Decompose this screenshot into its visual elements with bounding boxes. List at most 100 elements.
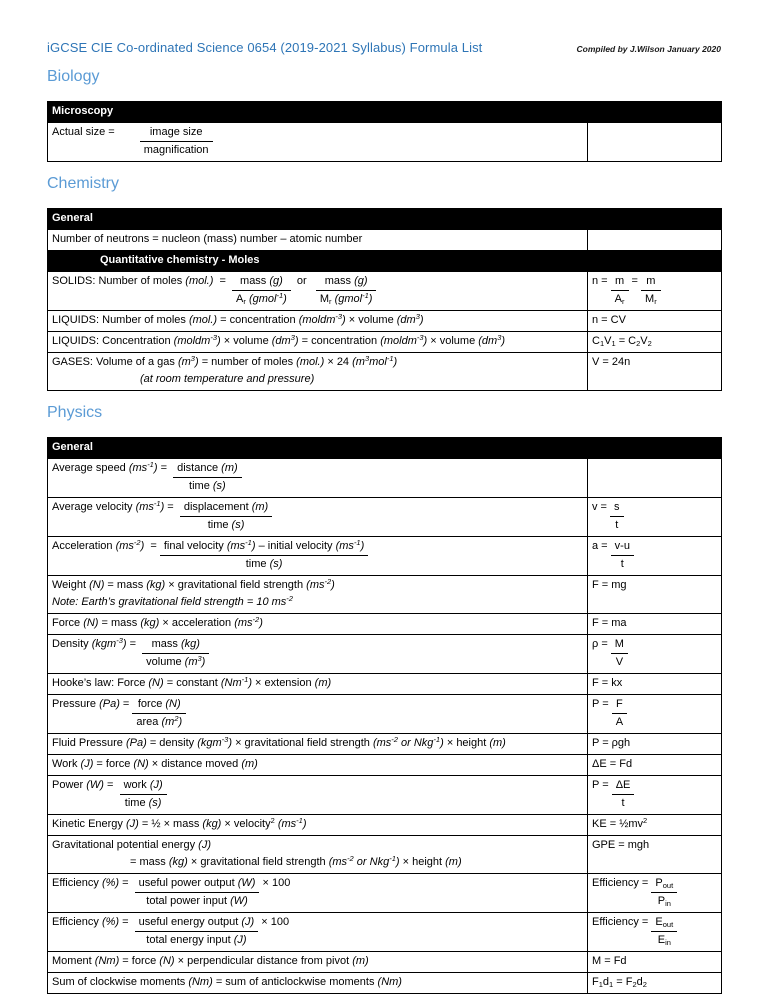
formula-line: P = ΔE t bbox=[592, 777, 717, 812]
formula-line: Number of neutrons = nucleon (mass) numb… bbox=[52, 233, 363, 245]
formula-line: Moment (Nm) = force (N) × perpendicular … bbox=[52, 955, 369, 967]
formula-cell bbox=[587, 458, 722, 498]
fraction-denominator: area (m2) bbox=[136, 714, 183, 728]
table-row: Average velocity (ms-1) = displacement (… bbox=[47, 497, 722, 537]
fraction-denominator: time (s) bbox=[245, 558, 283, 570]
fraction: final velocity (ms-1) – initial velocity… bbox=[159, 538, 369, 573]
fraction-numerator: useful energy output (J) bbox=[134, 914, 259, 932]
table-row: Acceleration (ms-2) = final velocity (ms… bbox=[47, 536, 722, 576]
table-row: Sum of clockwise moments (Nm) = sum of a… bbox=[47, 972, 722, 994]
formula-line: F = ma bbox=[592, 617, 627, 629]
formula-cell bbox=[586, 122, 723, 162]
formula-line: Gravitational potential energy (J) bbox=[52, 839, 211, 851]
fraction: mass (kg) volume (m3) bbox=[142, 636, 210, 671]
formula-cell: F = mg bbox=[587, 575, 722, 614]
description-cell: Number of neutrons = nucleon (mass) numb… bbox=[47, 229, 588, 251]
document-title: iGCSE CIE Co-ordinated Science 0654 (201… bbox=[47, 40, 483, 55]
description-cell: Kinetic Energy (J) = ½ × mass (kg) × vel… bbox=[47, 814, 588, 836]
fraction-numerator: mass (g) bbox=[232, 273, 291, 291]
table-row: SOLIDS: Number of moles (mol.) = mass (g… bbox=[47, 271, 722, 311]
table-row: Density (kgm-3) = mass (kg) volume (m3) ρ … bbox=[47, 634, 722, 674]
formula-line: Force (N) = mass (kg) × acceleration (ms… bbox=[52, 615, 263, 629]
table-row: General bbox=[47, 208, 722, 230]
formula-line: V = 24n bbox=[592, 356, 631, 368]
fraction: useful energy output (J) total energy inp… bbox=[134, 914, 259, 949]
fraction: displacement (m) time (s) bbox=[179, 499, 273, 534]
fraction-numerator: work (J) bbox=[119, 777, 167, 795]
fraction-numerator: M bbox=[610, 636, 628, 654]
section-heading-chemistry: Chemistry bbox=[47, 175, 120, 192]
formula-line: C1V1 = C2V2 bbox=[592, 335, 652, 349]
fraction-numerator: mass (g) bbox=[315, 273, 377, 291]
formula-cell: F = kx bbox=[587, 673, 722, 695]
fraction-denominator: Ar (gmol-1) bbox=[236, 291, 287, 307]
formula-line: P = ρgh bbox=[592, 737, 631, 749]
formula-line: n = m Ar = m Mr bbox=[592, 273, 717, 308]
formula-line: KE = ½mv2 bbox=[592, 816, 648, 830]
fraction: ΔE t bbox=[611, 777, 635, 812]
formula-line: LIQUIDS: Concentration (moldm-3) × volum… bbox=[52, 333, 506, 347]
description-cell: Work (J) = force (N) × distance moved (m… bbox=[47, 754, 588, 776]
table-row: Quantitative chemistry - Moles bbox=[47, 250, 722, 272]
formula-cell: P = ΔE t bbox=[587, 775, 722, 815]
formula-line: Efficiency = Pout Pin bbox=[592, 875, 717, 910]
fraction-denominator: Mr bbox=[645, 293, 657, 307]
formula-line: Hooke’s law: Force (N) = constant (Nm-1)… bbox=[52, 675, 332, 689]
formula-line: Efficiency (%) = useful power output (W)… bbox=[52, 875, 583, 910]
fraction-denominator: volume (m3) bbox=[146, 654, 206, 668]
formula-line: Sum of clockwise moments (Nm) = sum of a… bbox=[52, 976, 402, 988]
formula-line: F = mg bbox=[592, 579, 627, 591]
formula-line: Efficiency (%) = useful energy output (J… bbox=[52, 914, 583, 949]
table-row: Kinetic Energy (J) = ½ × mass (kg) × vel… bbox=[47, 814, 722, 836]
formula-cell: n = m Ar = m Mr bbox=[587, 271, 722, 311]
formula-line: Efficiency = Eout Ein bbox=[592, 914, 717, 949]
formula-line: Note: Earth’s gravitational field streng… bbox=[52, 594, 293, 608]
formula-line: Power (W) = work (J) time (s) bbox=[52, 777, 583, 812]
fraction: m Mr bbox=[641, 273, 661, 308]
fraction-denominator: Pin bbox=[657, 895, 671, 909]
fraction: image size magnification bbox=[139, 124, 213, 159]
table-row: Fluid Pressure (Pa) = density (kgm-3) × … bbox=[47, 733, 722, 755]
section-heading-physics: Physics bbox=[47, 404, 103, 421]
formula-line: GPE = mgh bbox=[592, 839, 650, 851]
description-cell: GASES: Volume of a gas (m3) = number of … bbox=[47, 352, 588, 391]
description-cell: LIQUIDS: Number of moles (mol.) = concen… bbox=[47, 310, 588, 332]
table-header-bar: General bbox=[47, 437, 722, 459]
formula-table: General Number of neutrons = nucleon (mas… bbox=[47, 208, 722, 391]
formula-table: General Average speed (ms-1) = distance (… bbox=[47, 437, 722, 994]
table-row: Average speed (ms-1) = distance (m) time … bbox=[47, 458, 722, 498]
table-row: GASES: Volume of a gas (m3) = number of … bbox=[47, 352, 722, 391]
description-cell: LIQUIDS: Concentration (moldm-3) × volum… bbox=[47, 331, 588, 353]
formula-line: Average speed (ms-1) = distance (m) time … bbox=[52, 460, 583, 495]
description-cell: Hooke’s law: Force (N) = constant (Nm-1)… bbox=[47, 673, 588, 695]
table-row: General bbox=[47, 437, 722, 459]
formula-line: Density (kgm-3) = mass (kg) volume (m3) bbox=[52, 636, 583, 671]
formula-line: GASES: Volume of a gas (m3) = number of … bbox=[52, 354, 398, 368]
formula-line: F1d1 = F2d2 bbox=[592, 976, 647, 990]
formula-cell: a = v-u t bbox=[587, 536, 722, 576]
fraction-numerator: m bbox=[641, 273, 661, 291]
formula-line: LIQUIDS: Number of moles (mol.) = concen… bbox=[52, 312, 424, 326]
formula-line: ΔE = Fd bbox=[592, 758, 633, 770]
fraction-numerator: F bbox=[611, 696, 628, 714]
formula-cell: C1V1 = C2V2 bbox=[587, 331, 722, 353]
table-row: Efficiency (%) = useful energy output (J… bbox=[47, 912, 722, 952]
fraction: v-u t bbox=[610, 538, 634, 573]
description-cell: Force (N) = mass (kg) × acceleration (ms… bbox=[47, 613, 588, 635]
description-cell: SOLIDS: Number of moles (mol.) = mass (g… bbox=[47, 271, 588, 311]
table-row: Number of neutrons = nucleon (mass) numb… bbox=[47, 229, 722, 251]
fraction-numerator: m bbox=[610, 273, 629, 291]
fraction-numerator: Eout bbox=[651, 914, 678, 932]
formula-line: Work (J) = force (N) × distance moved (m… bbox=[52, 758, 258, 770]
fraction: Eout Ein bbox=[651, 914, 678, 949]
fraction-denominator: total energy input (J) bbox=[146, 934, 247, 946]
fraction-numerator: Pout bbox=[651, 875, 678, 893]
table-row: LIQUIDS: Concentration (moldm-3) × volum… bbox=[47, 331, 722, 353]
description-cell: Pressure (Pa) = force (N) area (m2) bbox=[47, 694, 588, 734]
table-row: Force (N) = mass (kg) × acceleration (ms… bbox=[47, 613, 722, 635]
description-cell: Density (kgm-3) = mass (kg) volume (m3) bbox=[47, 634, 588, 674]
